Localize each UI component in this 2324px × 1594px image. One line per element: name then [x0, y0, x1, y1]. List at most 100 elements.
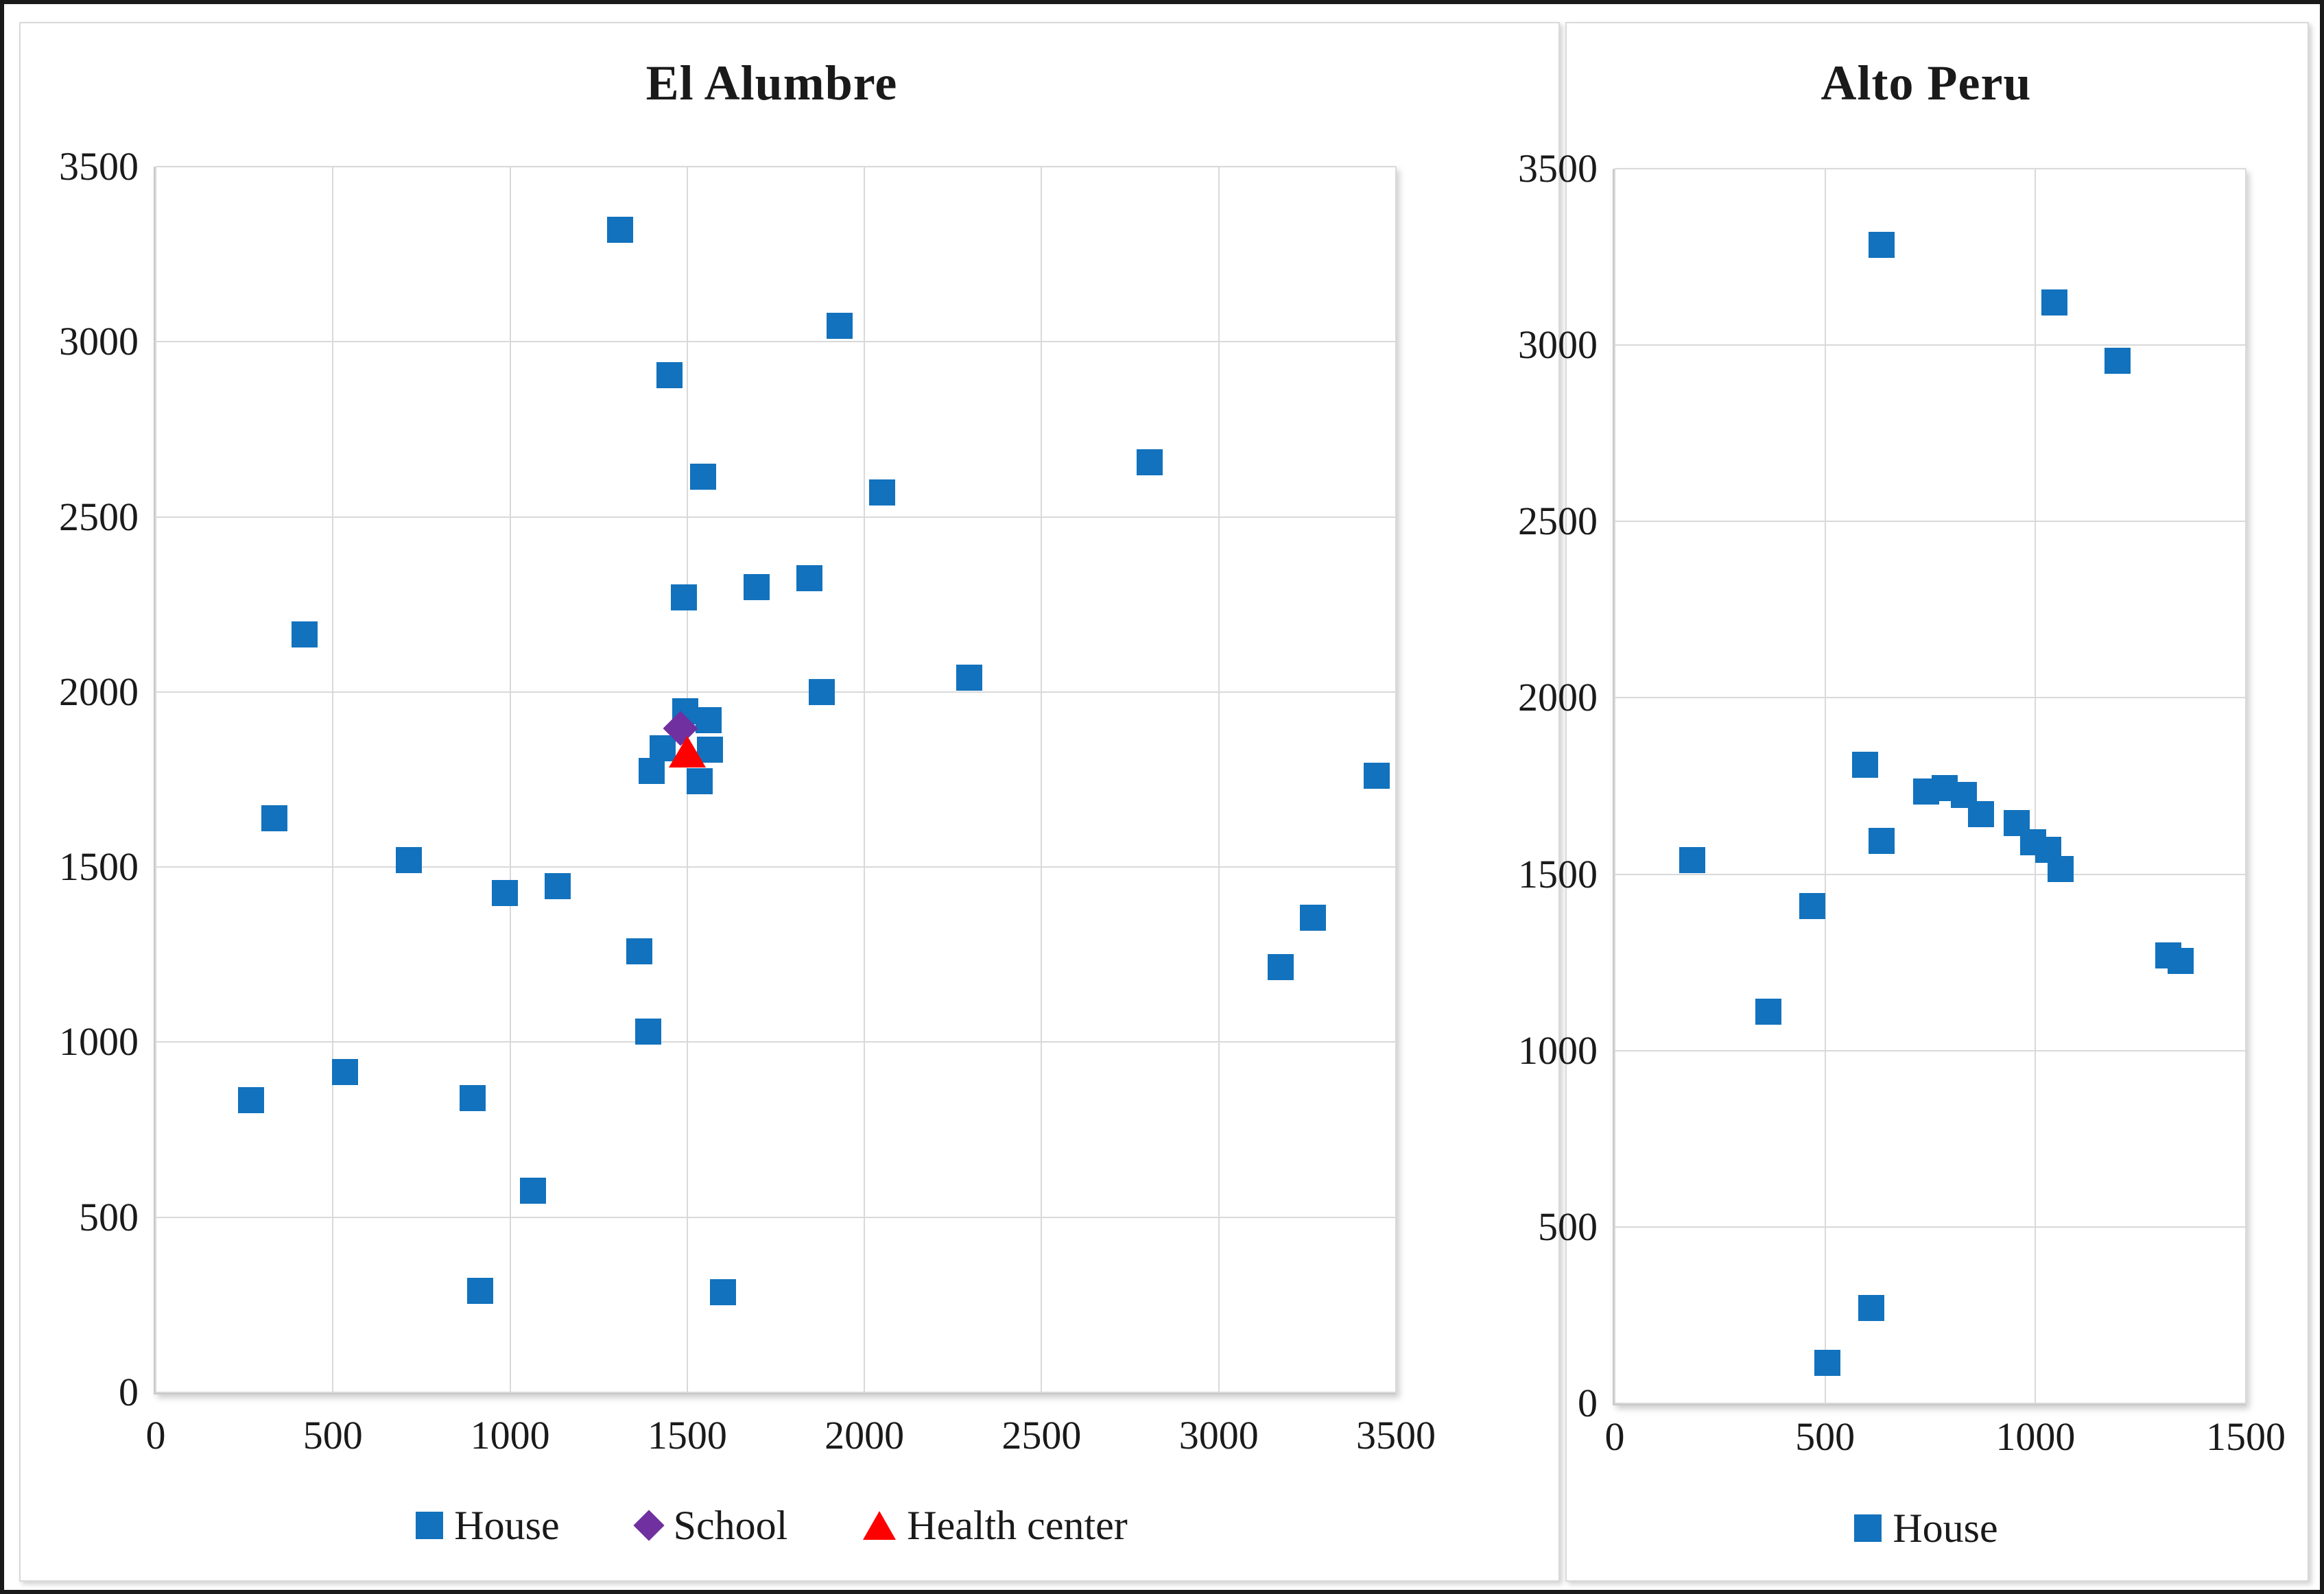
house-square-icon [416, 1512, 444, 1539]
legend-item-house: House [416, 1502, 560, 1549]
gridline-horizontal [156, 516, 1396, 518]
legend-item-house: House [1854, 1505, 1998, 1552]
y-tick-label: 2000 [59, 669, 139, 714]
y-tick-label: 2000 [1518, 675, 1598, 720]
house-marker [1967, 801, 1994, 828]
el-alumbre-plot-area: 0 500 1000 1500 2000 2500 3000 3500 0 500 1000 1500… [59, 144, 1436, 1458]
x-tick-label: 2000 [825, 1413, 905, 1458]
y-tick-label: 500 [79, 1194, 139, 1239]
house-marker [238, 1086, 265, 1113]
house-marker [1363, 763, 1390, 789]
legend-item-health-center: Health center [863, 1502, 1128, 1549]
house-marker [690, 463, 717, 490]
house-marker [606, 216, 633, 243]
house-marker [956, 665, 982, 691]
x-tick-label: 500 [1795, 1414, 1855, 1459]
gridline-horizontal [156, 691, 1396, 693]
gridline-horizontal [1615, 873, 2246, 875]
gridline-horizontal [1615, 697, 2246, 699]
gridline-vertical [509, 167, 511, 1392]
y-tick-label: 3500 [1518, 146, 1598, 191]
house-marker [460, 1085, 486, 1112]
gridline-vertical [1824, 169, 1826, 1403]
house-marker [670, 584, 697, 610]
y-tick-label: 3000 [1518, 322, 1598, 368]
house-marker [1268, 953, 1294, 980]
house-marker [466, 1277, 493, 1304]
house-marker [656, 361, 683, 388]
house-marker [626, 938, 653, 964]
gridline-vertical [332, 167, 334, 1392]
y-tick-label: 1000 [1518, 1027, 1598, 1073]
legend-label-house: House [454, 1502, 560, 1548]
gridline-vertical [1041, 167, 1043, 1392]
house-marker [291, 621, 318, 647]
house-marker [695, 706, 722, 733]
house-marker [491, 880, 518, 907]
legend-label-school: School [673, 1502, 788, 1548]
x-tick-label: 1500 [2206, 1414, 2286, 1459]
house-marker [639, 757, 665, 784]
house-marker [545, 873, 571, 900]
house-marker [2167, 947, 2194, 974]
house-marker [743, 573, 770, 600]
el-alumbre-chart-title: El Alumbre [645, 56, 898, 110]
gridline-vertical [1614, 169, 1615, 1403]
y-tick-label: 3500 [59, 144, 139, 189]
gridline-horizontal [1615, 521, 2246, 523]
school-diamond-icon [632, 1510, 665, 1541]
gridline-vertical [2245, 169, 2246, 1403]
legend-item-school: School [632, 1502, 788, 1549]
house-square-icon [1854, 1514, 1882, 1542]
gridline-horizontal [156, 341, 1396, 343]
house-marker [2041, 289, 2067, 316]
x-tick-label: 2500 [1001, 1413, 1082, 1458]
house-marker [1136, 449, 1163, 476]
y-tick-label: 500 [1538, 1204, 1598, 1249]
gridline-horizontal [1615, 168, 2246, 169]
gridline-horizontal [1615, 1403, 2246, 1404]
gridline-horizontal [1615, 1049, 2246, 1051]
y-tick-label: 0 [1578, 1381, 1598, 1425]
legend-label-health-center: Health center [907, 1502, 1128, 1548]
house-marker [809, 678, 835, 705]
gridline-vertical [864, 167, 866, 1392]
gridline-horizontal [156, 1216, 1396, 1218]
y-tick-label: 2500 [1518, 499, 1598, 544]
gridline-horizontal [156, 866, 1396, 868]
x-tick-label: 1000 [1995, 1414, 2076, 1459]
house-marker [826, 313, 853, 340]
house-marker [1869, 827, 1895, 854]
health-center-triangle-icon [863, 1511, 897, 1540]
house-marker [1299, 905, 1326, 931]
house-marker [2104, 348, 2131, 374]
house-marker [261, 805, 288, 831]
house-marker [1858, 1295, 1885, 1322]
y-tick-label: 1500 [1518, 851, 1598, 896]
y-tick-label: 2500 [59, 494, 139, 539]
health-center-marker [668, 736, 706, 768]
gridline-horizontal [1615, 1226, 2246, 1228]
x-tick-label: 500 [303, 1413, 363, 1458]
house-marker [1851, 752, 1878, 778]
house-marker [1869, 231, 1895, 258]
el-alumbre-legend: House School Health center [152, 1498, 1392, 1553]
house-marker [396, 846, 423, 873]
x-tick-label: 1500 [647, 1413, 727, 1458]
x-tick-label: 3500 [1356, 1413, 1436, 1458]
y-tick-label: 0 [119, 1370, 139, 1414]
house-marker [868, 479, 895, 505]
x-tick-label: 1000 [470, 1413, 550, 1458]
y-tick-label: 1500 [59, 844, 139, 890]
house-marker [796, 564, 823, 591]
y-tick-label: 1000 [59, 1019, 139, 1064]
gridline-vertical [2035, 169, 2037, 1403]
legend-label-house: House [1893, 1505, 1998, 1551]
x-tick-label: 0 [145, 1413, 166, 1458]
house-marker [709, 1279, 736, 1306]
gridline-vertical [155, 167, 156, 1392]
house-marker [1799, 892, 1826, 919]
x-tick-label: 0 [1604, 1414, 1625, 1459]
alto-peru-legend: House [1611, 1501, 2242, 1556]
